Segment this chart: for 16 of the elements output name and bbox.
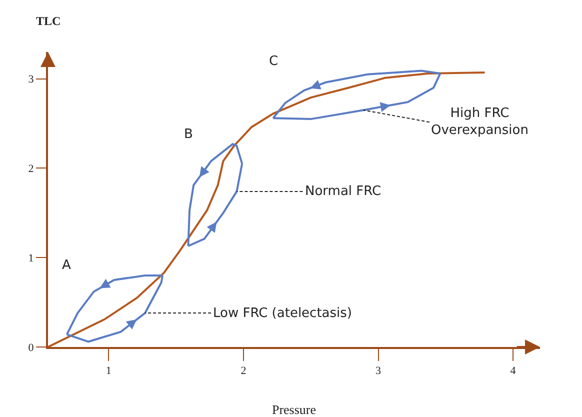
- y-tick-label: 1: [28, 252, 34, 264]
- x-tick-label: 2: [240, 365, 246, 378]
- x-tick-label: 1: [106, 365, 112, 378]
- annotation: Low FRC (atelectasis): [213, 306, 352, 321]
- annotation: A: [62, 258, 71, 273]
- y-axis-title: TLC: [36, 14, 61, 28]
- y-tick-label: 0: [28, 342, 34, 354]
- x-axis-title: Pressure: [272, 402, 316, 417]
- y-tick-label: 2: [28, 163, 34, 176]
- annotation: Normal FRC: [305, 184, 382, 199]
- x-tick-label: 4: [510, 365, 516, 378]
- annotation: B: [184, 127, 193, 142]
- annotation: High FRC Overexpansion: [431, 106, 528, 138]
- y-tick-label: 3: [28, 74, 34, 86]
- x-tick-label: 3: [376, 365, 382, 378]
- annotation: C: [269, 54, 278, 69]
